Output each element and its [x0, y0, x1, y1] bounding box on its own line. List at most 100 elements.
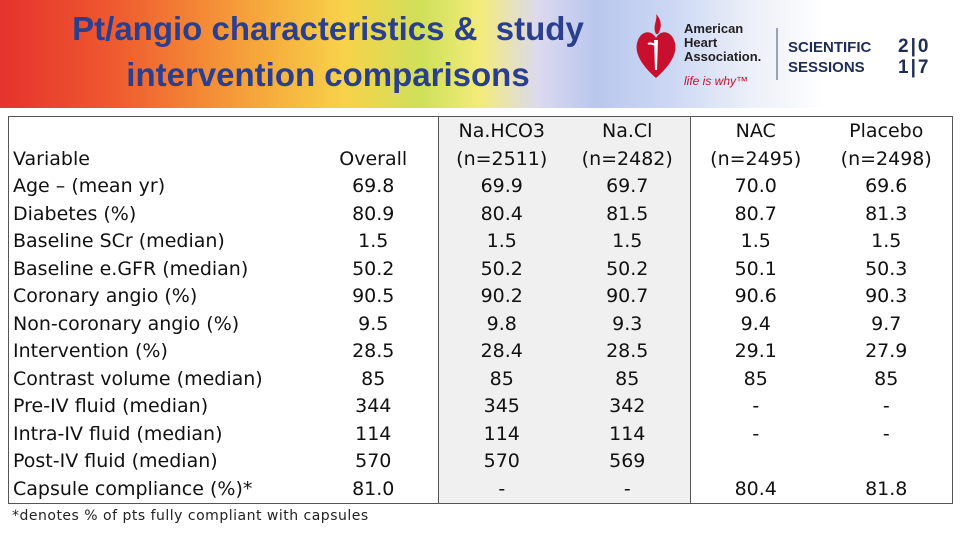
cell-nahco3: 570 — [438, 448, 565, 476]
cell-nac: 85 — [743, 367, 768, 390]
cell-nahco3: 50.2 — [438, 255, 565, 283]
sessions-year-top: 2|0 — [898, 36, 931, 57]
table-row: Age – (mean yr) 69.8 69.9 69.7 70.0 69.6 — [8, 173, 953, 201]
col-nahco3-n: (n=2511) — [438, 145, 565, 173]
row-label: Age – (mean yr) — [8, 173, 309, 201]
sessions-year-bottom: 1|7 — [898, 57, 931, 78]
cell-placebo: 90.3 — [820, 283, 953, 311]
cell-nac: 90.6 — [734, 285, 777, 307]
row-label: Pre-IV fluid (median) — [8, 393, 309, 421]
cell-nacl: 28.5 — [564, 338, 691, 366]
cell-nac: - — [752, 422, 760, 445]
cell-overall: 114 — [308, 420, 439, 448]
cell-nacl: 90.7 — [564, 283, 691, 311]
logo-divider — [776, 28, 778, 80]
footnote: *denotes % of pts fully compliant with c… — [12, 508, 369, 524]
sessions-line-1: SCIENTIFIC — [788, 39, 872, 56]
cell-overall: 50.2 — [308, 255, 439, 283]
cell-placebo: - — [820, 420, 953, 448]
cell-placebo: 50.3 — [820, 255, 953, 283]
sessions-line-2: SESSIONS — [788, 59, 865, 76]
cell-nac: 80.4 — [690, 475, 821, 504]
cell-nahco3: 1.5 — [438, 228, 565, 256]
cell-overall: 81.0 — [308, 475, 439, 504]
page-title: Pt/angio characteristics & study interve… — [8, 6, 648, 98]
cell-nacl: - — [564, 475, 691, 504]
cell-nacl: 114 — [564, 420, 691, 448]
cell-nahco3: 9.8 — [438, 310, 565, 338]
cell-placebo: 81.3 — [820, 200, 953, 228]
row-label: Baseline SCr (median) — [8, 228, 309, 256]
col-nac: NAC — [690, 116, 821, 145]
cell-nacl: 342 — [564, 393, 691, 421]
row-label: Diabetes (%) — [8, 200, 309, 228]
comparison-table-container: Na.HCO3 Na.Cl NAC Placebo Variable Overa… — [8, 116, 953, 506]
cell-nacl: 81.5 — [564, 200, 691, 228]
cell-nahco3: 345 — [438, 393, 565, 421]
heart-torch-icon — [636, 14, 676, 78]
cell-overall: 80.9 — [308, 200, 439, 228]
col-overall: Overall — [308, 145, 439, 173]
col-variable: Variable — [8, 145, 309, 173]
cell-nacl: 569 — [564, 448, 691, 476]
table-row: Post-IV fluid (median) 570 570 569 — [8, 448, 953, 476]
cell-overall: 344 — [308, 393, 439, 421]
table-row: Capsule compliance (%)* 81.0- -80.4 81.8 — [8, 475, 953, 504]
cell-placebo: 85 — [820, 365, 953, 393]
aha-tagline: life is why™ — [684, 74, 749, 88]
table-row: Intervention (%) 28.5 28.4 28.5 29.1 27.9 — [8, 338, 953, 366]
row-label: Post-IV fluid (median) — [8, 448, 309, 476]
cell-nahco3: - — [438, 475, 565, 504]
cell-nacl: 85 — [564, 365, 691, 393]
row-label: Intervention (%) — [8, 338, 309, 366]
cell-overall: 570 — [308, 448, 439, 476]
table-row: Intra-IV fluid (median) 114 114 114- - — [8, 420, 953, 448]
table-row: Baseline SCr (median) 1.5 1.5 1.5 1.5 1.5 — [8, 228, 953, 256]
cell-nacl: 1.5 — [564, 228, 691, 256]
page-title-line-1: Pt/angio characteristics & study — [72, 10, 584, 47]
sessions-year: 2|0 1|7 — [898, 36, 930, 78]
col-placebo: Placebo — [820, 116, 953, 145]
scientific-sessions-logo: SCIENTIFIC SESSIONS — [788, 38, 871, 78]
table-row: Contrast volume (median) 85 85 85 85 85 — [8, 365, 953, 393]
cell-nac: 1.5 — [740, 230, 771, 252]
table-body: Age – (mean yr) 69.8 69.9 69.7 70.0 69.6 Diabe… — [8, 173, 953, 504]
header-banner: Pt/angio characteristics & study interve… — [0, 0, 960, 108]
row-label: Contrast volume (median) — [8, 365, 309, 393]
cell-overall: 9.5 — [308, 310, 439, 338]
cell-overall: 28.5 — [308, 338, 439, 366]
cell-overall: 85 — [308, 365, 439, 393]
cell-nahco3: 90.2 — [438, 283, 565, 311]
col-nac-n: (n=2495) — [710, 148, 802, 170]
page-title-line-2: intervention comparisons — [126, 56, 530, 93]
cell-nac: 50.1 — [734, 257, 777, 280]
cell-nahco3: 28.4 — [438, 338, 565, 366]
row-label: Baseline e.GFR (median) — [8, 255, 309, 283]
cell-nac: - — [752, 395, 760, 417]
col-nahco3: Na.HCO3 — [438, 116, 565, 145]
cell-placebo: 27.9 — [820, 338, 953, 366]
cell-nacl: 50.2 — [564, 255, 691, 283]
col-nacl-n: (n=2482) — [564, 145, 691, 173]
comparison-table: Na.HCO3 Na.Cl NAC Placebo Variable Overa… — [8, 116, 953, 504]
cell-nac — [691, 448, 821, 476]
cell-nahco3: 69.9 — [438, 173, 565, 201]
header-row-2: Variable Overall (n=2511) (n=2482) (n=24… — [8, 145, 953, 173]
cell-nac: 29.1 — [734, 340, 777, 362]
cell-nahco3: 85 — [438, 365, 565, 393]
header-row-1: Na.HCO3 Na.Cl NAC Placebo — [8, 116, 953, 145]
col-placebo-n: (n=2498) — [820, 145, 953, 173]
table-row: Baseline e.GFR (median) 50.2 50.2 50.2 50.1 5… — [8, 255, 953, 283]
table-row: Coronary angio (%) 90.5 90.2 90.7 90.6 90.3 — [8, 283, 953, 311]
row-label: Intra-IV fluid (median) — [8, 420, 309, 448]
cell-nac: 9.4 — [740, 312, 771, 335]
table-row: Non-coronary angio (%) 9.5 9.8 9.3 9.4 9.7 — [8, 310, 953, 338]
cell-overall: 90.5 — [308, 283, 439, 311]
table-row: Diabetes (%) 80.9 80.4 81.5 80.7 81.3 — [8, 200, 953, 228]
cell-nahco3: 80.4 — [438, 200, 565, 228]
cell-nacl: 9.3 — [564, 310, 691, 338]
cell-placebo: 9.7 — [820, 310, 953, 338]
row-label: Coronary angio (%) — [8, 283, 309, 311]
cell-placebo: - — [820, 393, 953, 421]
aha-logo: American Heart Association. life is why™ — [632, 14, 772, 94]
